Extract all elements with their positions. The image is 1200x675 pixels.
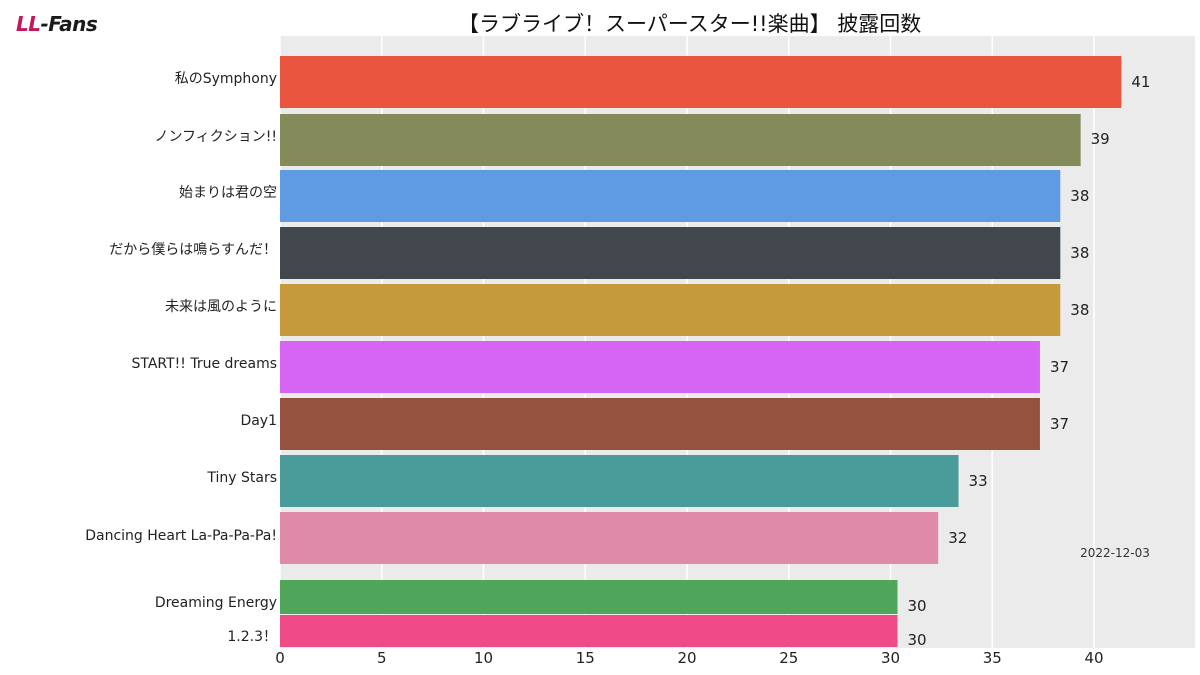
value-label: 30 — [908, 631, 927, 649]
category-label: Tiny Stars — [206, 470, 277, 486]
category-label: 私のSymphony — [175, 71, 277, 87]
category-label: ノンフィクション!! — [154, 129, 277, 145]
bar — [280, 114, 1081, 166]
x-tick-label: 0 — [275, 649, 285, 667]
date-annotation: 2022-12-03 — [1080, 546, 1150, 560]
x-tick-label: 30 — [881, 649, 900, 667]
category-label: 始まりは君の空 — [179, 185, 277, 201]
bar — [280, 170, 1061, 222]
value-label: 41 — [1131, 73, 1150, 91]
x-tick-label: 40 — [1084, 649, 1103, 667]
value-label: 32 — [948, 529, 967, 547]
logo: LL-Fans — [16, 12, 98, 36]
chart-title: 【ラブライブ！スーパースター!!楽曲】 披露回数 — [458, 12, 922, 36]
bar — [280, 398, 1040, 450]
category-label: 未来は風のように — [165, 299, 277, 315]
bar — [280, 341, 1040, 393]
category-label: だから僕らは鳴らすんだ！ — [109, 242, 277, 258]
value-label: 38 — [1070, 244, 1089, 262]
category-label: 1.2.3！ — [227, 629, 277, 645]
value-label: 39 — [1091, 130, 1110, 148]
x-tick-label: 25 — [779, 649, 798, 667]
x-tick-label: 35 — [983, 649, 1002, 667]
bar — [280, 615, 898, 647]
bar — [280, 512, 939, 564]
x-tick-label: 15 — [576, 649, 595, 667]
value-label: 30 — [908, 597, 927, 615]
x-axis-ticks: 0 5 10 15 20 25 30 35 40 — [275, 649, 1103, 667]
bars — [280, 56, 1122, 647]
category-label: START!! True dreams — [131, 356, 277, 372]
logo-suffix: -Fans — [40, 12, 98, 36]
logo-prefix: LL — [16, 12, 41, 36]
category-label: Day1 — [240, 413, 277, 429]
bar — [280, 580, 898, 614]
value-labels: 41 39 38 38 38 37 37 33 32 30 30 — [908, 73, 1151, 649]
bar — [280, 284, 1061, 336]
value-label: 38 — [1070, 301, 1089, 319]
category-label: Dancing Heart La-Pa-Pa-Pa! — [85, 528, 277, 544]
bar — [280, 227, 1061, 279]
bar — [280, 56, 1122, 108]
value-label: 37 — [1050, 358, 1069, 376]
value-label: 37 — [1050, 415, 1069, 433]
category-label: Dreaming Energy — [155, 595, 277, 611]
bar — [280, 455, 959, 507]
x-tick-label: 5 — [377, 649, 387, 667]
x-tick-label: 10 — [474, 649, 493, 667]
value-label: 33 — [969, 472, 988, 490]
x-tick-label: 20 — [677, 649, 696, 667]
value-label: 38 — [1070, 187, 1089, 205]
